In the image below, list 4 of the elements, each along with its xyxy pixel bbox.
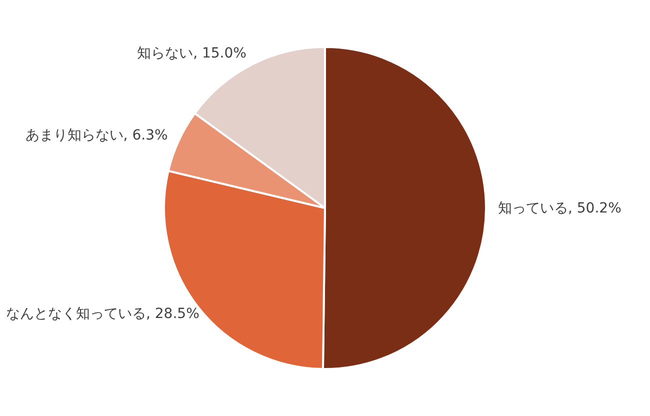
slice-label: 知っている, 50.2% <box>498 200 622 217</box>
slice-label: なんとなく知っている, 28.5% <box>6 306 200 322</box>
slice-label: あまり知らない, 6.3% <box>25 127 168 144</box>
slice-label: 知らない, 15.0% <box>137 45 246 62</box>
